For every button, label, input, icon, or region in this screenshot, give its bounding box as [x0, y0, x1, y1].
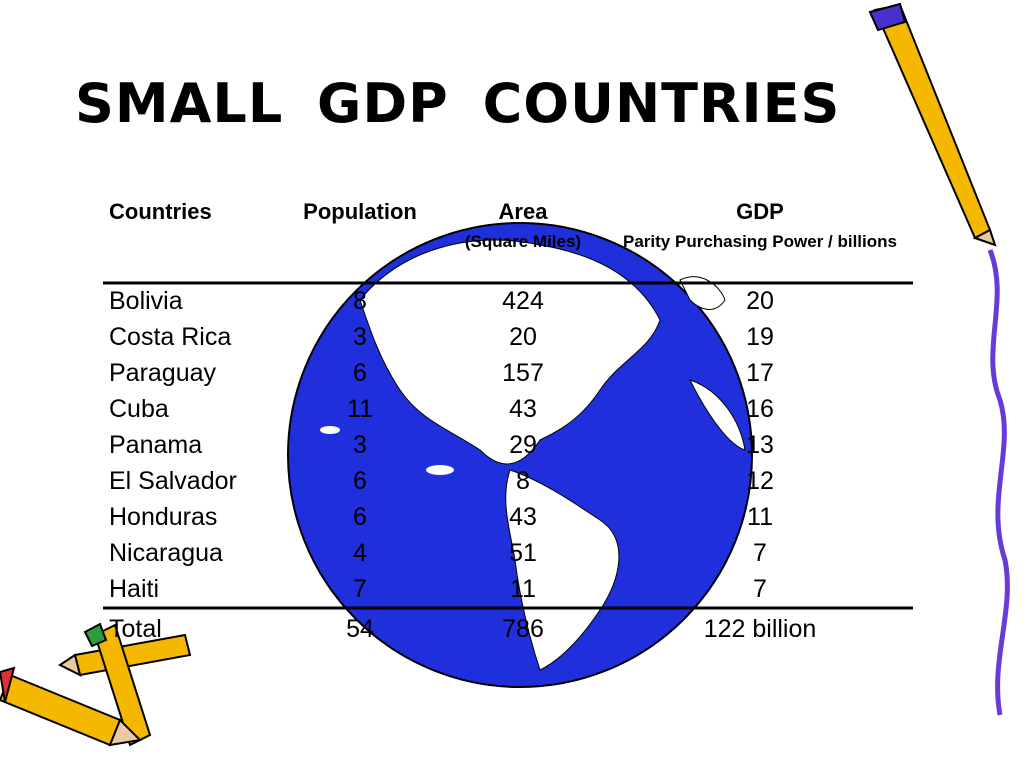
table-cell: 51 [509, 539, 537, 567]
table-cell: Costa Rica [109, 323, 232, 351]
table-cell: 19 [746, 323, 774, 351]
table-cell: 7 [753, 539, 767, 567]
table-cell: 6 [353, 359, 367, 387]
table-cell: 29 [509, 431, 537, 459]
table-cell: 11 [510, 575, 536, 603]
table-cell: 7 [753, 575, 767, 603]
total-cell: 786 [502, 615, 544, 643]
pencils-left [0, 622, 192, 747]
table-cell: Haiti [109, 575, 160, 603]
table-cell: 3 [353, 323, 367, 351]
column-header: Countries [109, 199, 212, 224]
table-cell: 8 [516, 467, 530, 495]
table-cell: 16 [746, 395, 774, 423]
table-cell: 12 [746, 467, 774, 495]
total-cell: 122 billion [703, 615, 817, 643]
total-cell: 54 [346, 615, 374, 643]
table-cell: 43 [509, 503, 537, 531]
table-cell: 11 [347, 395, 373, 423]
table-cell: 424 [502, 287, 544, 315]
table-cell: Panama [109, 431, 203, 459]
column-header: GDP [736, 199, 784, 224]
table-cell: 20 [509, 323, 537, 351]
pencil-right [868, 2, 1010, 716]
column-note: Parity Purchasing Power / billions [623, 232, 897, 251]
total-cell: Total [109, 615, 162, 643]
table-cell: 8 [353, 287, 367, 315]
table-cell: Honduras [109, 503, 218, 531]
column-header: Population [303, 199, 417, 224]
table-cell: 20 [746, 287, 774, 315]
table-cell: Bolivia [109, 287, 183, 315]
column-header: Area [498, 199, 548, 224]
table-cell: 6 [353, 503, 367, 531]
table-cell: 43 [509, 395, 537, 423]
table-cell: 4 [353, 539, 367, 567]
table-cell: 6 [353, 467, 367, 495]
globe [287, 222, 753, 688]
table-cell: 157 [502, 359, 544, 387]
table-cell: 13 [746, 431, 774, 459]
column-note: (Square Miles) [464, 232, 582, 251]
table-cell: 3 [353, 431, 367, 459]
table-cell: 7 [353, 575, 367, 603]
table-cell: El Salvador [109, 467, 237, 495]
table-cell: Paraguay [109, 359, 217, 387]
slide-title: SMALL GDP COUNTRIES [75, 72, 841, 135]
table-cell: 11 [747, 503, 773, 531]
table-cell: Cuba [109, 395, 169, 423]
table-cell: Nicaragua [109, 539, 223, 567]
table-cell: 17 [746, 359, 774, 387]
